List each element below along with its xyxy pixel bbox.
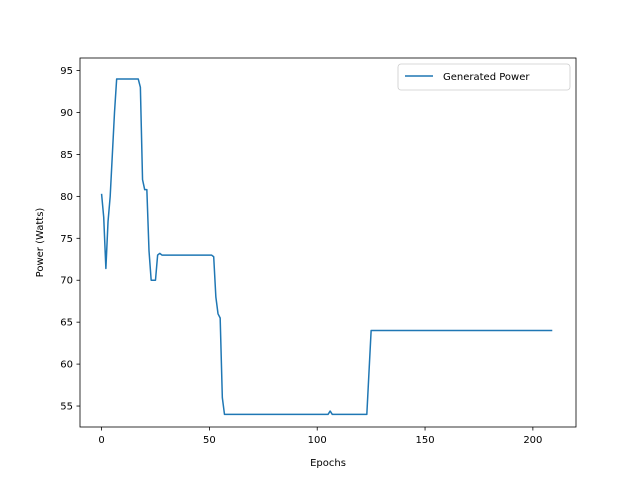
x-tick-label: 100 (308, 435, 327, 446)
legend: Generated Power (397, 63, 571, 91)
y-axis-ticks: 55 60 65 70 75 80 85 90 95 (60, 66, 80, 413)
y-tick-label: 80 (60, 192, 73, 203)
plot-frame (79, 57, 577, 428)
y-tick-label: 60 (60, 360, 73, 371)
legend-box (397, 63, 571, 91)
series-line-generated-power (100, 78, 553, 416)
x-tick-label: 50 (203, 435, 216, 446)
x-tick-label: 0 (98, 435, 104, 446)
y-tick-label: 65 (60, 318, 73, 329)
y-tick-label: 85 (60, 150, 73, 161)
y-tick-label: 75 (60, 234, 73, 245)
x-tick-label: 150 (415, 435, 434, 446)
y-tick-label: 90 (60, 108, 73, 119)
x-axis-ticks: 0 50 100 150 200 (98, 427, 542, 446)
y-tick-label: 95 (60, 66, 73, 77)
x-axis-label: Epochs (310, 458, 346, 469)
y-tick-label: 70 (60, 276, 73, 287)
legend-label-generated-power: Generated Power (443, 72, 530, 83)
y-axis-label: Power (Watts) (35, 208, 46, 278)
y-tick-label: 55 (60, 402, 73, 413)
x-tick-label: 200 (523, 435, 542, 446)
